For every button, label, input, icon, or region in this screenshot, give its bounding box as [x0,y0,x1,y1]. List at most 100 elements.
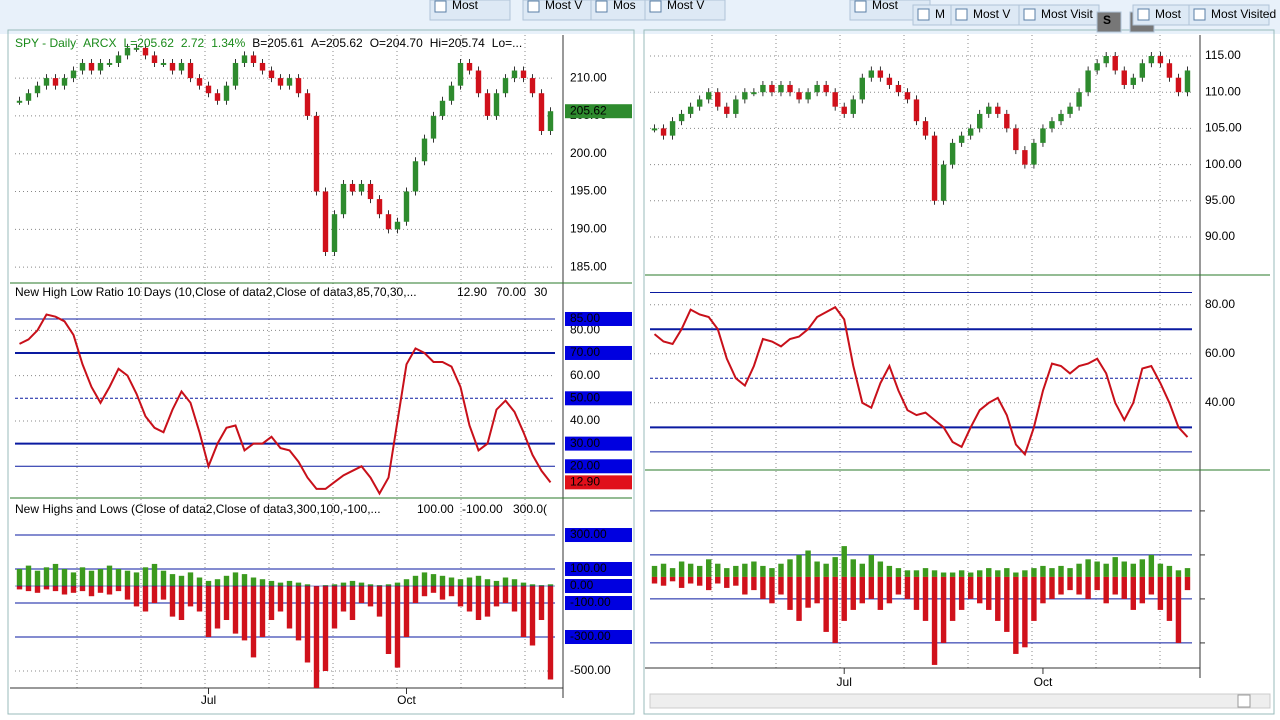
candle [1139,63,1146,78]
candle [421,138,428,162]
hilo-bar [502,577,509,587]
hilo-bar [760,576,766,599]
hilo-bar [823,563,829,577]
hilo-bar [313,586,320,688]
candle [787,84,793,93]
candle [493,93,500,116]
ratio-line [19,313,552,496]
candle [79,62,86,71]
scroll-thumb[interactable] [1237,694,1251,708]
tab-icon [649,0,662,13]
hilo-bar [448,577,455,587]
level-label: 300.00 [570,527,607,541]
title-param: 70.00 [496,285,526,299]
hilo-bar [232,586,239,634]
hilo-bar [34,586,41,593]
hilo-bar [787,559,793,577]
hilo-bar [859,576,865,604]
hilo-bar [1094,561,1100,577]
level-box [565,630,632,645]
hilo-bar [1067,568,1073,577]
candle [850,99,856,114]
tab[interactable] [1096,11,1122,33]
candle [70,70,77,79]
candle [1112,55,1118,71]
hilo-bar [214,586,221,629]
candle [367,183,374,200]
candle [687,106,694,114]
hilo-bar [977,576,983,604]
hilo-bar [1166,565,1173,577]
hilo-bar [79,586,86,592]
tab[interactable] [1188,4,1270,26]
candle [511,70,518,79]
hilo-bar [850,559,856,577]
hilo-bar [931,576,938,665]
candle [169,62,176,71]
hilo-bar [1130,563,1136,577]
hilo-bar [724,576,730,588]
hilo-bar [241,574,248,587]
candle [1184,70,1191,93]
candle [106,62,113,65]
hilo-bar [367,586,374,607]
left-window [7,29,635,715]
hilo-bar [859,563,865,577]
hilo-bar [1031,576,1037,621]
candle [475,70,482,94]
candle [250,55,257,63]
title-part: A=205.62 [311,36,363,50]
hilo-bar [696,565,703,577]
candle [1013,128,1019,151]
hilo-bar [1112,576,1118,595]
candle [241,55,248,63]
candle [940,164,947,201]
candle [1130,77,1136,85]
hilo-bar [466,586,473,612]
hilo-bar [1103,576,1109,604]
hilo-bar [169,574,176,587]
hilo-bar [52,563,59,587]
hilo-bar [250,586,257,658]
title-param: 300.0( [513,502,547,516]
last-box [565,104,632,119]
y-tick-label: 185.00 [570,259,607,273]
candle [331,214,338,252]
scrollbar[interactable] [649,693,1271,709]
hilo-bar [1058,576,1064,595]
hilo-bar [43,586,50,590]
hilo-bar [448,586,455,597]
hilo-bar [751,561,757,577]
tab[interactable] [429,0,511,21]
hilo-bar [133,586,140,607]
candle [322,191,329,252]
candle [160,62,167,65]
hilo-bar [742,563,748,577]
candle [25,93,32,101]
hilo-bar [687,576,694,584]
hilo-bar [949,576,956,621]
hilo-bar [715,576,721,584]
tab[interactable] [644,0,726,21]
candle [268,70,275,79]
candle [43,78,50,86]
y-tick-label: 195.00 [570,184,607,198]
hilo-bar [385,586,392,655]
tab-label: Most [872,0,899,12]
y-tick-label: 190.00 [570,221,607,235]
title-param: 12.90 [457,285,487,299]
hilo-bar [457,579,464,587]
candle [886,77,893,85]
tab-label: Most [1155,7,1182,21]
hilo-bar [1049,568,1055,577]
hilo-bar [214,579,221,587]
hilo-bar [724,568,730,577]
hilo-bar [1004,568,1010,577]
candle [1040,128,1046,143]
candle [448,85,455,101]
candle [706,92,712,100]
level-label: 85.00 [570,311,600,325]
hilo-bar [1148,554,1155,577]
candle [1094,63,1100,71]
